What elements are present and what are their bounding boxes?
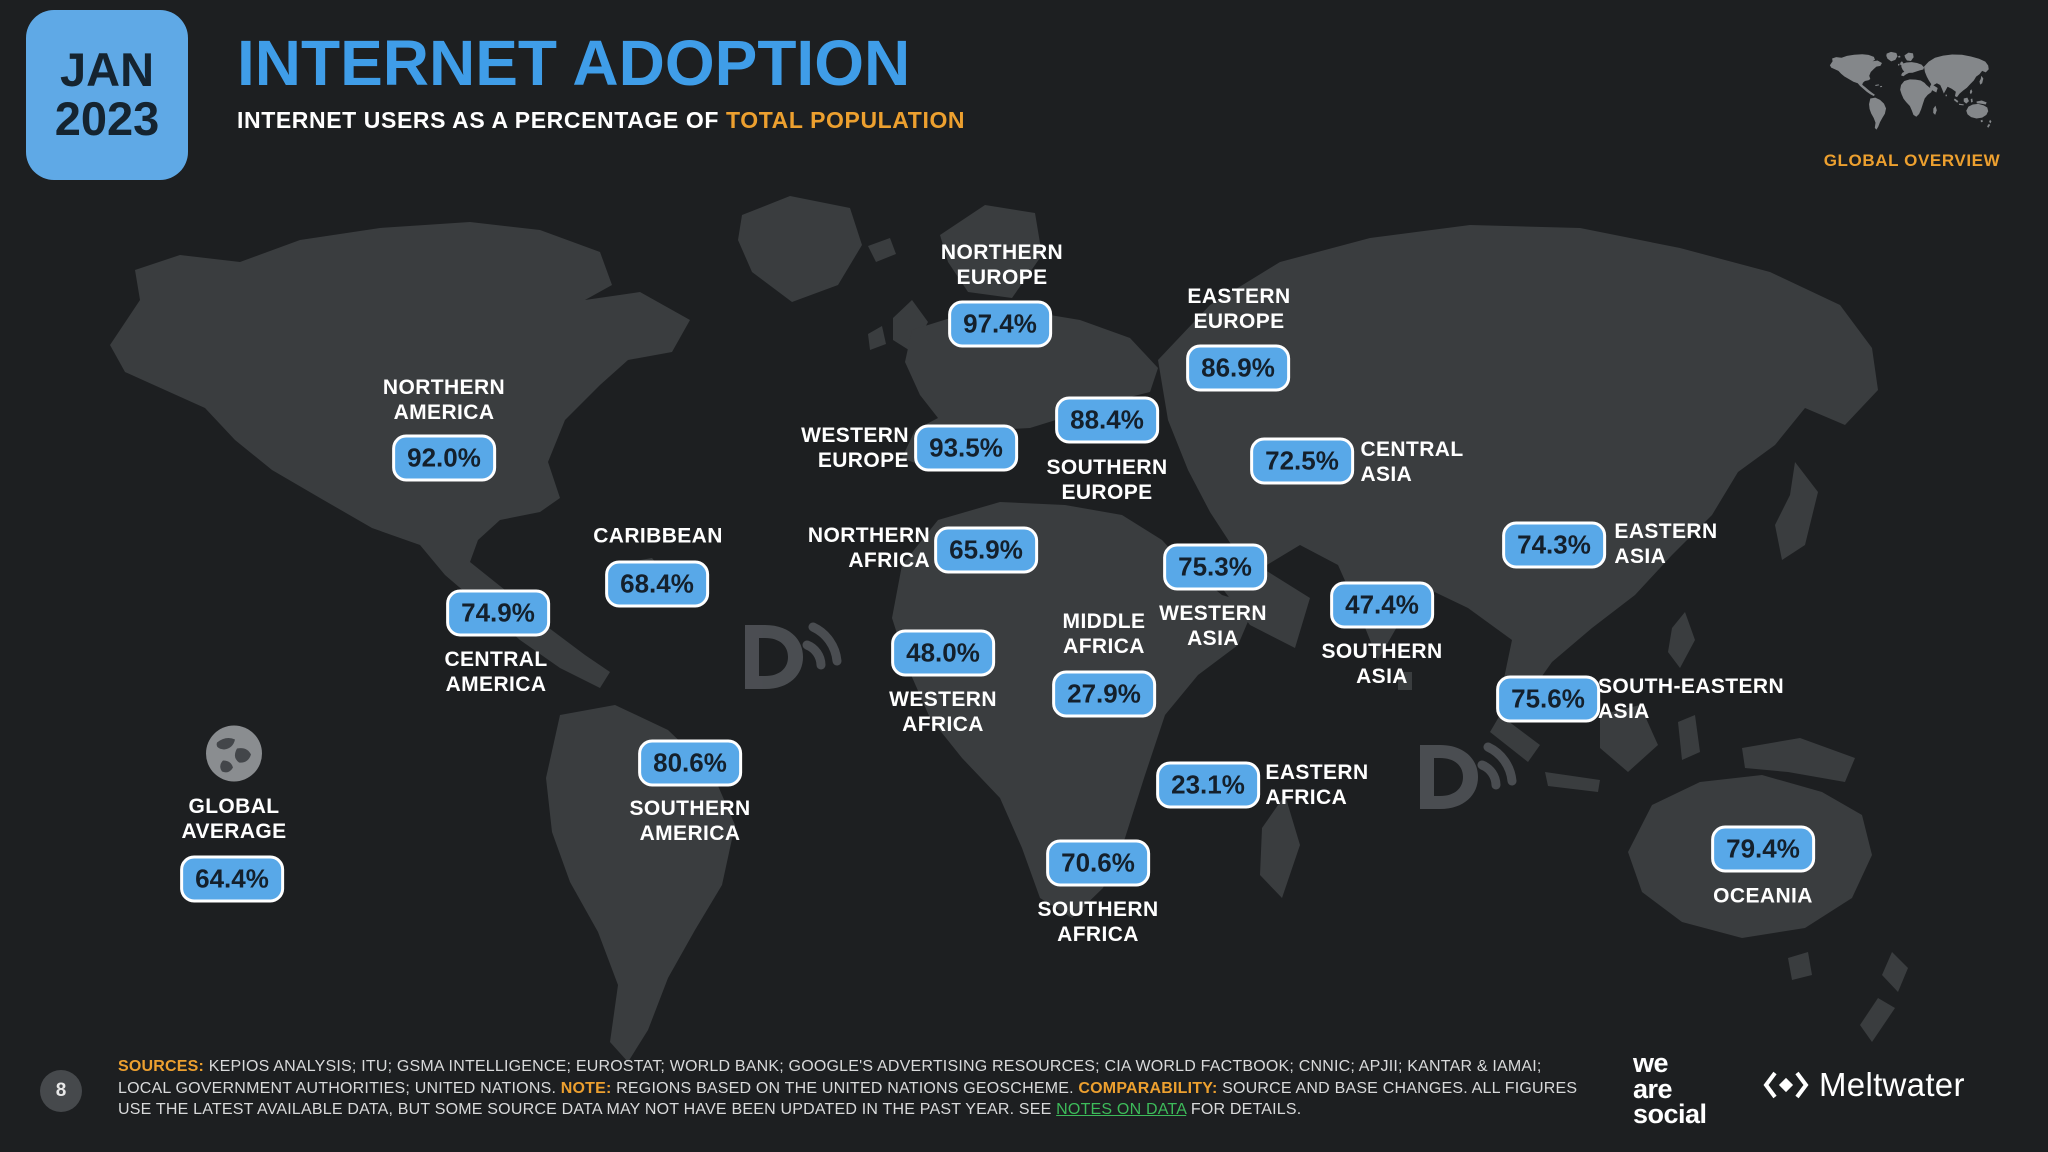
- region-value-oceania: 79.4%: [1711, 825, 1815, 873]
- region-label-northern-africa: NORTHERN AFRICA: [807, 524, 931, 572]
- region-label-northern-europe: NORTHERN EUROPE: [940, 241, 1064, 289]
- region-label-central-asia: CENTRAL ASIA: [1360, 438, 1464, 486]
- region-label-oceania: OCEANIA: [1713, 884, 1813, 908]
- sources-note: SOURCES: KEPIOS ANALYSIS; ITU; GSMA INTE…: [118, 1056, 1588, 1121]
- region-value-northern-europe: 97.4%: [948, 300, 1052, 348]
- note-text: REGIONS BASED ON THE UNITED NATIONS GEOS…: [611, 1079, 1079, 1097]
- region-value-southern-africa: 70.6%: [1046, 839, 1150, 887]
- we-are-social-line2: are: [1633, 1073, 1673, 1104]
- meltwater-logo-text: Meltwater: [1819, 1066, 1965, 1103]
- header: INTERNET ADOPTION INTERNET USERS AS A PE…: [237, 27, 965, 134]
- region-label-eastern-europe: EASTERN EUROPE: [1187, 285, 1291, 333]
- region-label-south-eastern-asia: SOUTH-EASTERN ASIA: [1597, 675, 1785, 723]
- region-label-caribbean: CARIBBEAN: [593, 524, 723, 548]
- date-month: JAN: [59, 43, 155, 97]
- region-label-central-america: CENTRAL AMERICA: [444, 648, 548, 696]
- region-value-western-asia: 75.3%: [1163, 543, 1267, 591]
- date-badge: JAN 2023: [26, 10, 188, 180]
- date-year: 2023: [54, 92, 160, 145]
- region-value-caribbean: 68.4%: [605, 560, 709, 608]
- sources-text: KEPIOS ANALYSIS; ITU; GSMA INTELLIGENCE;…: [118, 1058, 1542, 1097]
- region-label-western-asia: WESTERN ASIA: [1159, 602, 1267, 650]
- region-label-southern-america: SOUTHERN AMERICA: [629, 797, 751, 845]
- region-value-northern-africa: 65.9%: [934, 526, 1038, 574]
- we-are-social-logo: we are social: [1633, 1048, 1707, 1130]
- region-label-southern-africa: SOUTHERN AFRICA: [1037, 898, 1159, 946]
- page-title: INTERNET ADOPTION: [237, 27, 911, 99]
- region-value-middle-africa: 27.9%: [1052, 670, 1156, 718]
- watermark-logo-icon: [745, 622, 842, 689]
- region-value-southern-america: 80.6%: [638, 739, 742, 787]
- region-label-western-europe: WESTERN EUROPE: [801, 424, 909, 472]
- region-value-western-africa: 48.0%: [891, 629, 995, 677]
- region-label-northern-america: NORTHERN AMERICA: [382, 376, 506, 424]
- mini-world-map-icon: [1829, 51, 1992, 130]
- region-label-eastern-africa: EASTERN AFRICA: [1265, 761, 1369, 809]
- meltwater-logo: Meltwater: [1762, 1066, 1965, 1104]
- region-label-southern-asia: SOUTHERN ASIA: [1321, 640, 1443, 688]
- globe-icon: [203, 723, 265, 790]
- global-overview-label: GLOBAL OVERVIEW: [1823, 151, 2001, 170]
- meltwater-logo-icon: [1763, 1071, 1809, 1099]
- comparability-text: SOURCE AND BASE CHANGES. ALL FIGURES USE…: [118, 1079, 1578, 1119]
- region-value-southern-europe: 88.4%: [1055, 396, 1159, 444]
- sources-label: SOURCES:: [118, 1058, 205, 1075]
- region-value-south-eastern-asia: 75.6%: [1496, 675, 1600, 723]
- watermark-logo-icon: [1420, 742, 1517, 809]
- region-label-eastern-asia: EASTERN ASIA: [1614, 520, 1718, 568]
- note-label: NOTE:: [560, 1079, 612, 1097]
- region-value-eastern-asia: 74.3%: [1502, 521, 1606, 569]
- region-value-eastern-africa: 23.1%: [1156, 761, 1260, 809]
- notes-suffix: FOR DETAILS.: [1186, 1101, 1302, 1119]
- region-value-eastern-europe: 86.9%: [1186, 344, 1290, 392]
- global-average-label: GLOBAL AVERAGE: [181, 795, 287, 843]
- region-value-northern-america: 92.0%: [392, 434, 496, 482]
- region-label-southern-europe: SOUTHERN EUROPE: [1046, 456, 1168, 504]
- region-label-middle-africa: MIDDLE AFRICA: [1062, 610, 1146, 658]
- region-value-central-asia: 72.5%: [1250, 437, 1354, 485]
- region-value-western-europe: 93.5%: [914, 424, 1018, 472]
- we-are-social-line3: social: [1633, 1099, 1707, 1130]
- global-average-value: 64.4%: [180, 855, 284, 903]
- region-label-western-africa: WESTERN AFRICA: [889, 688, 997, 736]
- region-value-central-america: 74.9%: [446, 589, 550, 637]
- comparability-label: COMPARABILITY:: [1078, 1079, 1218, 1097]
- subtitle-prefix: INTERNET USERS AS A PERCENTAGE OF: [237, 107, 726, 134]
- page-number: 8: [40, 1070, 82, 1112]
- global-overview-block: GLOBAL OVERVIEW: [1820, 34, 2004, 171]
- notes-on-data-link[interactable]: NOTES ON DATA: [1056, 1101, 1187, 1119]
- region-value-southern-asia: 47.4%: [1330, 581, 1434, 629]
- we-are-social-line1: we: [1633, 1048, 1669, 1078]
- page-subtitle: INTERNET USERS AS A PERCENTAGE OF TOTAL …: [237, 107, 965, 134]
- subtitle-highlight: TOTAL POPULATION: [725, 107, 966, 134]
